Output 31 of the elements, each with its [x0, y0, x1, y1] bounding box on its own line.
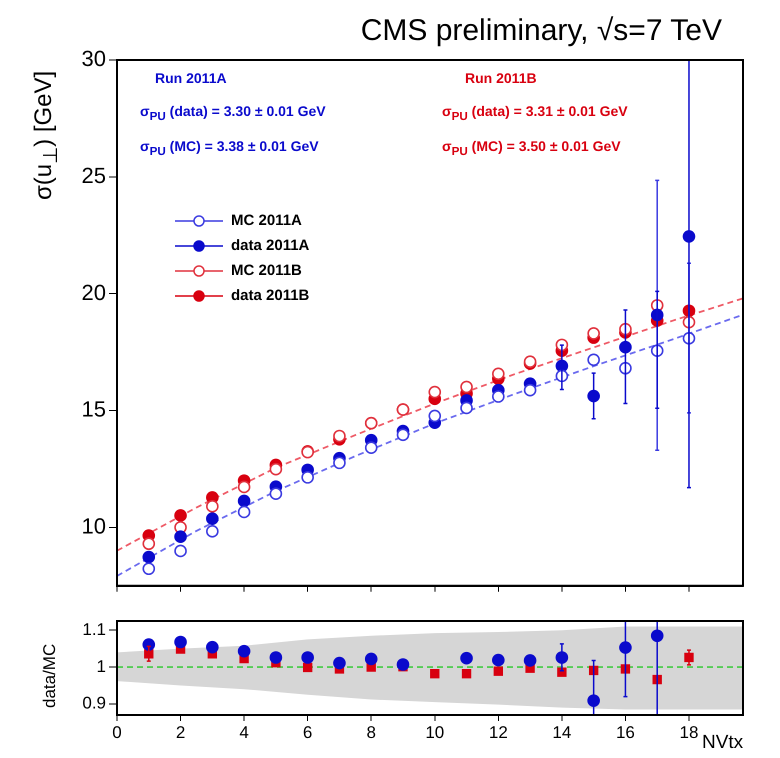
y-tick-label: 10	[82, 513, 106, 538]
x-tick-label: 2	[176, 722, 186, 742]
x-tick-label: 10	[425, 722, 444, 742]
annotation: σ$_{PU}$ (MC) = 3.50 ± 0.01 GeV	[442, 138, 621, 158]
y-tick-label: 25	[82, 162, 106, 188]
y-tick-label: 0.9	[82, 694, 106, 713]
x-tick-label: 6	[302, 722, 312, 742]
annotation: Run 2011B	[465, 70, 537, 86]
annotation: σ$_{PU}$ (data) = 3.31 ± 0.01 GeV	[442, 103, 628, 123]
chart-title: CMS preliminary, √s=7 TeV	[360, 14, 722, 48]
annotation: σ$_{PU}$ (data) = 3.30 ± 0.01 GeV	[140, 103, 326, 123]
x-tick-label: 12	[488, 722, 508, 742]
x-axis-title: NVtx	[702, 732, 744, 754]
x-tick-label: 8	[366, 722, 376, 742]
x-tick-label: 14	[552, 722, 572, 742]
annotation: σ$_{PU}$ (MC) = 3.38 ± 0.01 GeV	[140, 138, 319, 158]
x-tick-label: 4	[239, 722, 249, 742]
legend-label: MC 2011A	[231, 212, 302, 229]
legend-label: data 2011B	[231, 287, 310, 304]
y-tick-label: 15	[82, 396, 106, 422]
y-tick-label: 20	[82, 280, 106, 305]
x-tick-label: 18	[680, 722, 698, 742]
y-tick-label: 1	[96, 656, 106, 676]
legend-label: data 2011A	[231, 237, 310, 254]
x-tick-label: 16	[616, 722, 635, 742]
legend-label: MC 2011B	[231, 262, 302, 279]
y-tick-label: 1.1	[82, 620, 106, 639]
annotation: Run 2011A	[155, 70, 227, 86]
y-axis-title: data/MC	[40, 644, 60, 708]
x-tick-label: 0	[112, 722, 122, 742]
y-tick-label: 30	[82, 46, 106, 72]
